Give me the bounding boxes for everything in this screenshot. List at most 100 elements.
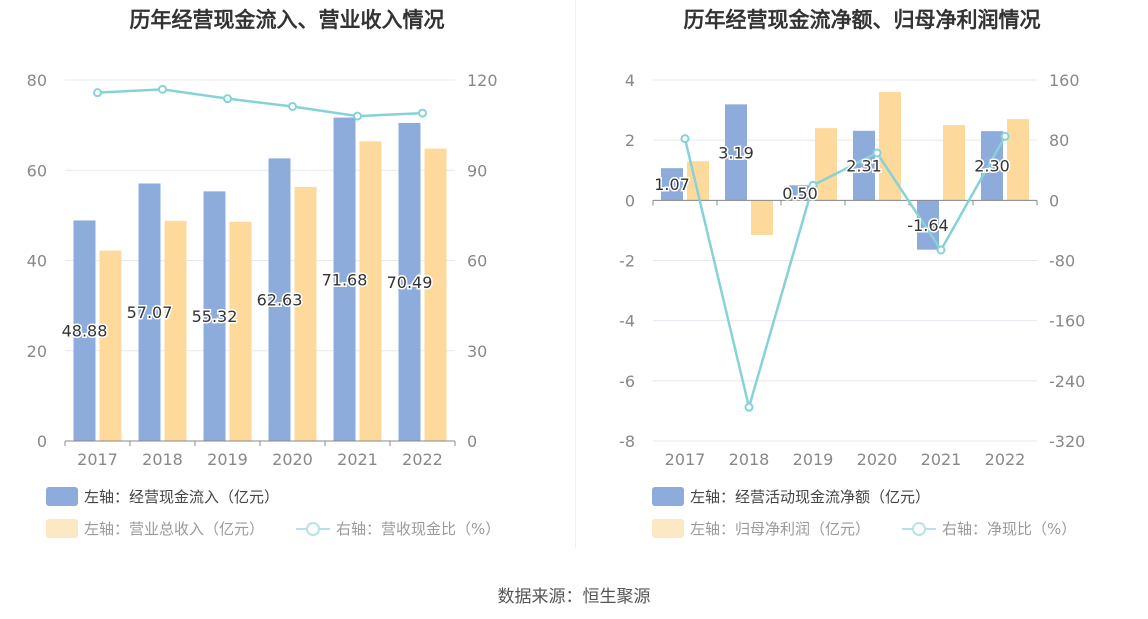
right-right-tick-label: 160 — [1049, 71, 1080, 90]
left-left-tick-label: 20 — [27, 342, 47, 361]
left-bar-primary — [398, 122, 421, 441]
data-source-note: 数据来源：恒生聚源 — [497, 587, 651, 607]
left-left-tick-label: 80 — [27, 71, 47, 90]
right-category-label: 2021 — [921, 450, 962, 469]
left-right-tick-label: 90 — [467, 161, 487, 180]
left-ratio-line — [97, 88, 423, 118]
right-bar-secondary — [815, 128, 837, 201]
left-category-label: 2019 — [207, 450, 248, 469]
right-category-label: 2020 — [857, 450, 898, 469]
right-right-tick-label: 80 — [1049, 131, 1069, 150]
right-data-label: 1.07 — [654, 175, 690, 194]
right-right-tick-label: -320 — [1049, 432, 1085, 451]
left-bar-primary — [73, 220, 96, 441]
right-data-label: 3.19 — [718, 143, 754, 162]
panel-divider — [575, 0, 576, 548]
blue-bar-swatch — [652, 487, 684, 506]
left-ratio-point — [288, 101, 297, 111]
right-left-tick-label: 4 — [625, 71, 635, 90]
left-legend-label-inflow: 左轴：经营现金流入（亿元） — [84, 488, 280, 506]
left-bar-primary — [203, 191, 226, 441]
left-data-label: 48.88 — [62, 322, 108, 341]
left-bar-secondary — [294, 186, 317, 441]
right-ratio-line — [683, 135, 1007, 413]
blue-bar-swatch — [46, 487, 78, 506]
left-right-tick-label: 0 — [467, 432, 477, 451]
right-bar-primary — [661, 168, 683, 201]
left-left-tick-label: 40 — [27, 252, 47, 271]
right-data-label: 0.50 — [782, 184, 818, 203]
right-legend-label-netflow: 左轴：经营活动现金流净额（亿元） — [690, 488, 931, 506]
left-data-label: 55.32 — [192, 307, 238, 326]
right-bar-secondary — [879, 92, 901, 201]
right-data-label: 2.30 — [974, 157, 1010, 176]
right-ratio-point — [936, 245, 946, 255]
right-bar-secondary — [943, 125, 965, 201]
right-ratio-point — [808, 180, 818, 190]
right-chart-title: 历年经营现金流净额、归母净利润情况 — [683, 8, 1041, 32]
left-bar-primary — [268, 158, 291, 441]
right-right-tick-label: 0 — [1049, 191, 1059, 210]
right-bar-secondary — [1007, 119, 1029, 201]
right-bar-primary — [725, 104, 747, 201]
left-legend-label-revenue: 左轴：营业总收入（亿元） — [84, 520, 265, 538]
left-bar-secondary — [424, 148, 447, 441]
left-right-tick-label: 60 — [467, 252, 487, 271]
left-category-label: 2018 — [142, 450, 183, 469]
left-bar-secondary — [359, 141, 382, 441]
orange-bar-swatch — [46, 519, 78, 538]
left-bar-secondary — [164, 220, 187, 441]
left-data-label: 70.49 — [387, 273, 433, 292]
left-category-label: 2017 — [77, 450, 118, 469]
right-data-label: 2.31 — [846, 157, 882, 176]
right-right-tick-label: -80 — [1049, 252, 1075, 271]
left-chart-panel: 历年经营现金流入、营业收入情况 80 120 60 90 40 60 20 30 0 0 2017 2… — [0, 0, 574, 560]
right-legend-item-profit[interactable]: 左轴：归母净利润（亿元） — [652, 518, 870, 539]
right-legend-label-ratio: 右轴：净现比（%） — [942, 520, 1077, 538]
right-left-tick-label: -8 — [619, 432, 635, 451]
left-left-tick-label: 0 — [37, 432, 47, 451]
right-legend-item-ratio[interactable]: 右轴：净现比（%） — [902, 518, 1076, 539]
left-ratio-point — [158, 84, 167, 94]
right-bar-primary — [853, 130, 875, 201]
left-category-label: 2022 — [402, 450, 443, 469]
right-data-label: -1.64 — [907, 216, 948, 235]
left-right-tick-label: 30 — [467, 342, 487, 361]
right-left-tick-label: 0 — [625, 191, 635, 210]
orange-bar-swatch — [652, 519, 684, 538]
left-left-tick-label: 60 — [27, 161, 47, 180]
right-left-tick-label: -2 — [619, 252, 635, 271]
left-ratio-point — [223, 94, 232, 104]
right-category-label: 2018 — [729, 450, 770, 469]
left-category-label: 2021 — [337, 450, 378, 469]
right-ratio-point — [1000, 131, 1010, 141]
left-ratio-point — [418, 108, 427, 118]
left-bar-secondary — [229, 221, 252, 441]
right-category-label: 2017 — [665, 450, 706, 469]
left-legend-item-revenue[interactable]: 左轴：营业总收入（亿元） — [46, 518, 264, 539]
right-right-tick-label: -160 — [1049, 312, 1085, 331]
right-bar-secondary — [751, 200, 773, 235]
left-right-tick-label: 120 — [467, 71, 498, 90]
left-data-label: 57.07 — [127, 303, 173, 322]
right-category-label: 2022 — [985, 450, 1026, 469]
left-ratio-point — [353, 111, 362, 121]
left-bar-secondary — [99, 250, 122, 441]
left-legend-item-inflow[interactable]: 左轴：经营现金流入（亿元） — [46, 486, 279, 507]
right-chart-plot: 4 160 2 80 0 0 -2 -80 -4 -160 -6 -240 -8 -320 2017 2018… — [619, 71, 1085, 469]
left-chart-plot: 80 120 60 90 40 60 20 30 0 0 2017 2018 2019 2020 2021 2… — [27, 71, 498, 469]
right-bar-primary — [789, 185, 811, 201]
right-ratio-point — [680, 134, 690, 144]
right-legend-item-netflow[interactable]: 左轴：经营活动现金流净额（亿元） — [652, 486, 930, 507]
line-marker-icon — [296, 522, 330, 536]
left-category-label: 2020 — [272, 450, 313, 469]
left-data-label: 62.63 — [257, 291, 303, 310]
left-legend-item-ratio[interactable]: 右轴：营收现金比（%） — [296, 518, 500, 539]
right-chart-panel: 历年经营现金流净额、归母净利润情况 4 160 2 80 0 0 -2 -80 -4 -160 -6… — [576, 0, 1148, 560]
left-bar-primary — [333, 117, 356, 441]
right-right-tick-label: -240 — [1049, 372, 1085, 391]
right-left-tick-label: -4 — [619, 312, 635, 331]
right-ratio-point — [744, 402, 754, 412]
left-chart-title: 历年经营现金流入、营业收入情况 — [129, 8, 445, 32]
right-legend-label-profit: 左轴：归母净利润（亿元） — [690, 520, 871, 538]
